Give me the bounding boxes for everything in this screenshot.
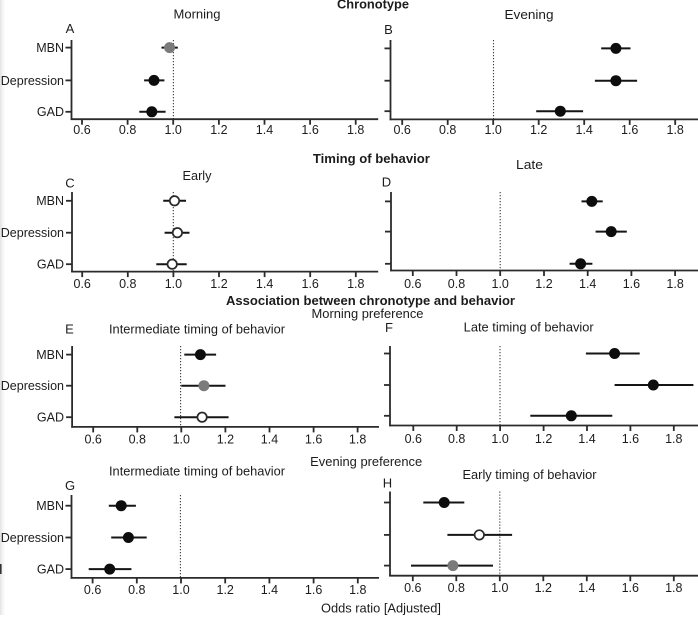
svg-text:0.6: 0.6 (404, 277, 421, 291)
svg-text:1.2: 1.2 (217, 432, 234, 446)
svg-text:1.8: 1.8 (347, 123, 364, 137)
svg-text:Late: Late (516, 158, 543, 172)
svg-text:1.6: 1.6 (621, 123, 638, 137)
svg-text:Intermediate timing of behavio: Intermediate timing of behavior (109, 464, 285, 478)
svg-text:1.8: 1.8 (665, 581, 682, 595)
svg-text:Timing of behavior: Timing of behavior (313, 152, 430, 166)
svg-text:Depression: Depression (1, 74, 64, 88)
svg-text:1.2: 1.2 (535, 432, 552, 446)
svg-text:0.6: 0.6 (84, 583, 101, 597)
svg-text:Evening: Evening (505, 8, 554, 22)
svg-text:MBN: MBN (36, 194, 64, 208)
svg-text:1.2: 1.2 (210, 123, 227, 137)
svg-text:1.4: 1.4 (579, 277, 596, 291)
svg-text:Early timing of behavior: Early timing of behavior (463, 468, 597, 482)
svg-text:0.8: 0.8 (129, 432, 146, 446)
svg-text:1.4: 1.4 (576, 123, 593, 137)
svg-text:Evening preference: Evening preference (310, 455, 422, 469)
svg-text:0.6: 0.6 (85, 432, 102, 446)
svg-text:A: A (66, 21, 75, 36)
svg-text:1.6: 1.6 (623, 277, 640, 291)
svg-text:Intermediate timing of behavio: Intermediate timing of behavior (109, 322, 285, 336)
svg-text:1.0: 1.0 (485, 123, 502, 137)
svg-text:Association between chronotype: Association between chronotype and behav… (226, 293, 515, 308)
svg-text:C: C (65, 176, 74, 191)
svg-text:1.8: 1.8 (347, 277, 364, 291)
svg-text:1.4: 1.4 (256, 123, 273, 137)
svg-text:1.4: 1.4 (256, 277, 273, 291)
svg-text:Odds ratio [Adjusted]: Odds ratio [Adjusted] (321, 601, 441, 616)
svg-text:0.8: 0.8 (119, 277, 136, 291)
svg-text:0.8: 0.8 (119, 123, 136, 137)
svg-text:B: B (384, 22, 393, 37)
svg-text:0.8: 0.8 (448, 581, 465, 595)
svg-text:1.4: 1.4 (578, 581, 595, 595)
svg-text:1.4: 1.4 (261, 432, 278, 446)
svg-text:1.2: 1.2 (535, 581, 552, 595)
svg-text:1.8: 1.8 (665, 432, 682, 446)
svg-text:H: H (383, 476, 392, 491)
svg-text:0.8: 0.8 (128, 583, 145, 597)
svg-text:1.0: 1.0 (491, 581, 508, 595)
svg-text:1.6: 1.6 (622, 581, 639, 595)
svg-text:Morning preference: Morning preference (312, 307, 424, 321)
svg-text:1.8: 1.8 (667, 123, 684, 137)
svg-text:Morning: Morning (174, 7, 221, 21)
svg-text:0.6: 0.6 (74, 277, 91, 291)
svg-text:GAD: GAD (37, 258, 64, 272)
svg-text:MBN: MBN (36, 499, 64, 513)
svg-text:0.6: 0.6 (405, 432, 422, 446)
svg-text:1.0: 1.0 (492, 277, 509, 291)
svg-text:1.8: 1.8 (666, 277, 683, 291)
svg-text:1.0: 1.0 (165, 277, 182, 291)
svg-text:1.6: 1.6 (622, 432, 639, 446)
svg-text:1.0: 1.0 (173, 432, 190, 446)
svg-text:G: G (65, 478, 75, 493)
svg-text:1.0: 1.0 (491, 432, 508, 446)
svg-text:1.4: 1.4 (578, 432, 595, 446)
svg-text:0.8: 0.8 (448, 277, 465, 291)
svg-text:E: E (65, 322, 74, 337)
svg-text:1.6: 1.6 (301, 123, 318, 137)
svg-text:1.2: 1.2 (530, 123, 547, 137)
svg-text:0.6: 0.6 (73, 123, 90, 137)
svg-text:1.0: 1.0 (165, 123, 182, 137)
svg-text:F: F (385, 320, 393, 335)
svg-text:Depression: Depression (1, 226, 64, 240)
svg-text:0.6: 0.6 (394, 123, 411, 137)
svg-text:1.6: 1.6 (302, 277, 319, 291)
svg-text:1.2: 1.2 (535, 277, 552, 291)
svg-text:Depression: Depression (1, 531, 64, 545)
svg-text:0.8: 0.8 (448, 432, 465, 446)
svg-text:1.0: 1.0 (172, 583, 189, 597)
svg-text:MBN: MBN (36, 348, 64, 362)
svg-text:GAD: GAD (37, 105, 64, 119)
svg-text:1.6: 1.6 (305, 583, 322, 597)
svg-text:1.2: 1.2 (210, 277, 227, 291)
svg-text:Early: Early (183, 169, 213, 183)
svg-text:Chronotype: Chronotype (337, 0, 409, 12)
svg-text:Depression: Depression (1, 379, 64, 393)
svg-text:GAD: GAD (37, 563, 64, 577)
svg-text:Late timing of behavior: Late timing of behavior (464, 320, 594, 334)
svg-text:1.8: 1.8 (349, 583, 366, 597)
svg-text:1.4: 1.4 (261, 583, 278, 597)
svg-text:1.6: 1.6 (305, 432, 322, 446)
svg-text:1.2: 1.2 (217, 583, 234, 597)
svg-text:GAD: GAD (37, 411, 64, 425)
svg-text:1.8: 1.8 (349, 432, 366, 446)
svg-text:D: D (382, 174, 391, 189)
svg-text:0.8: 0.8 (439, 123, 456, 137)
svg-text:0.6: 0.6 (404, 581, 421, 595)
svg-text:MBN: MBN (36, 41, 64, 55)
